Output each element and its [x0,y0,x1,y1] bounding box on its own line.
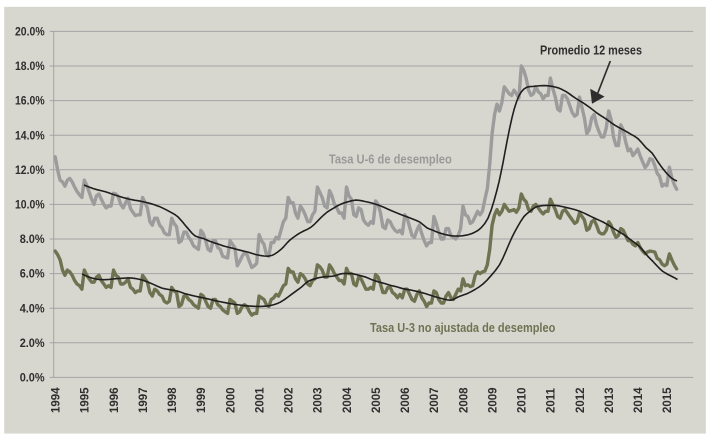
svg-text:2005: 2005 [371,387,383,413]
svg-text:2008: 2008 [458,387,470,413]
svg-text:10.0%: 10.0% [15,200,45,212]
svg-text:2011: 2011 [546,387,558,413]
svg-text:18.0%: 18.0% [15,61,45,73]
svg-text:2014: 2014 [633,387,645,413]
svg-text:14.0%: 14.0% [15,130,45,142]
svg-text:6.0%: 6.0% [20,269,45,281]
svg-text:2015: 2015 [662,387,674,413]
svg-text:2000: 2000 [225,387,237,413]
svg-text:16.0%: 16.0% [15,96,45,108]
svg-text:1996: 1996 [109,387,121,413]
svg-text:2004: 2004 [342,387,354,413]
svg-text:1999: 1999 [196,387,208,413]
svg-text:1994: 1994 [51,387,63,413]
svg-text:Tasa U-3 no ajustada de desemp: Tasa U-3 no ajustada de desempleo [370,320,555,335]
svg-text:2010: 2010 [517,387,529,413]
svg-text:1998: 1998 [167,387,179,413]
svg-text:2006: 2006 [400,387,412,413]
svg-text:2009: 2009 [487,387,499,413]
svg-text:12.0%: 12.0% [15,165,45,177]
svg-text:2012: 2012 [575,387,587,413]
svg-text:1997: 1997 [138,387,150,413]
svg-text:Tasa U-6 de desempleo: Tasa U-6 de desempleo [329,152,452,167]
svg-text:2002: 2002 [284,387,296,413]
svg-text:20.0%: 20.0% [15,27,45,39]
svg-text:2.0%: 2.0% [20,338,45,350]
svg-text:2001: 2001 [254,387,266,413]
svg-text:1995: 1995 [80,387,92,413]
svg-text:2007: 2007 [429,387,441,413]
svg-text:0.0%: 0.0% [20,373,45,385]
svg-text:2003: 2003 [313,387,325,413]
svg-text:4.0%: 4.0% [20,303,45,315]
svg-text:2013: 2013 [604,387,616,413]
svg-text:Promedio 12 meses: Promedio 12 meses [540,42,642,57]
svg-text:8.0%: 8.0% [20,234,45,246]
